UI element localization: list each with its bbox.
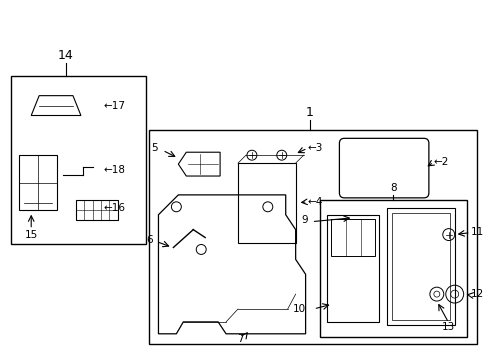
Text: 1: 1 [305,106,313,119]
Text: 13: 13 [441,322,454,332]
Bar [319,200,466,337]
Text: 10: 10 [292,304,305,314]
Text: ←4: ←4 [307,197,322,207]
Text: 7: 7 [236,334,243,344]
Bar [386,208,454,325]
Text: ←3: ←3 [307,143,322,153]
Text: 14: 14 [58,49,74,63]
Text: 5: 5 [150,143,157,153]
Bar [238,163,295,243]
Bar [331,219,374,256]
Text: 6: 6 [145,234,152,244]
Text: 9: 9 [300,215,307,225]
Bar [76,200,118,220]
Text: ←16: ←16 [103,203,125,213]
Bar [11,76,145,244]
Text: 8: 8 [389,183,396,193]
Bar [327,215,378,322]
Text: 11: 11 [469,226,483,237]
Text: 15: 15 [24,230,38,239]
Text: ←2: ←2 [433,157,448,167]
Text: ←18: ←18 [103,165,125,175]
Bar [148,130,476,344]
Bar [391,213,449,320]
Text: ←17: ←17 [103,100,125,111]
Text: 12: 12 [469,289,483,299]
